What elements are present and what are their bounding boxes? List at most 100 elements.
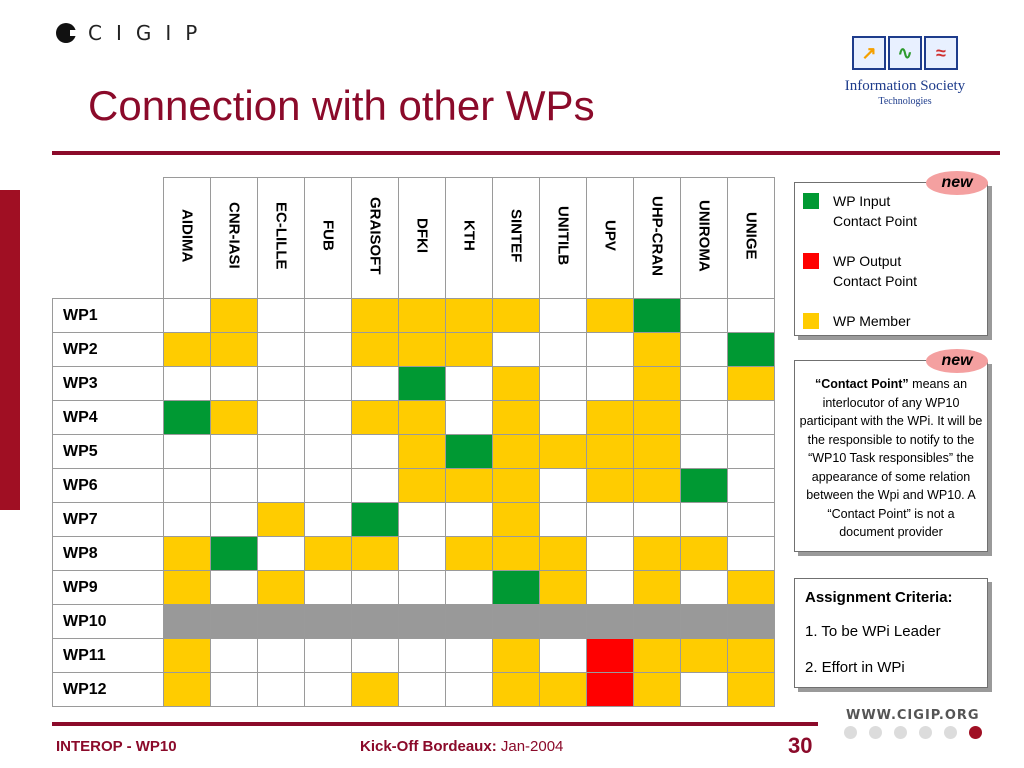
matrix-cell [586,332,634,367]
matrix-cell [351,366,399,401]
column-header: UHP-CRAN [633,177,681,299]
matrix-cell [351,468,399,503]
legend-panel: WP Input Contact Point WP Output Contact P… [794,182,988,336]
dot-icon [894,726,907,739]
matrix-cell [398,366,446,401]
matrix-cell [398,570,446,605]
column-header-label: DFKI [413,218,431,253]
matrix-cell [586,570,634,605]
matrix-cell [539,468,587,503]
dot-icon [919,726,932,739]
matrix-body: WP1 WP2 WP3 WP4 WP5 WP6 WP7 WP8 WP9 WP10 WP11 WP12 [52,298,775,707]
matrix-cell [304,332,352,367]
matrix-cell [492,604,540,639]
matrix-cell [633,298,681,333]
criteria-item-1: 1. To be WPi Leader [805,623,941,640]
matrix-cell [633,468,681,503]
matrix-cell [163,672,211,707]
matrix-cell [633,332,681,367]
dot-active-icon [969,726,982,739]
column-header: KTH [445,177,493,299]
matrix-cell [163,570,211,605]
slide-title: Connection with other WPs [88,82,595,129]
matrix-cell [633,502,681,537]
matrix-cell [586,434,634,469]
matrix-cell [633,434,681,469]
matrix-cell [351,400,399,435]
matrix-cell [445,502,493,537]
matrix-cell [398,604,446,639]
cigip-logo-mark-icon [56,23,80,43]
matrix-cell [257,298,305,333]
matrix-cell [304,604,352,639]
column-header: AIDIMA [163,177,211,299]
dot-icon [944,726,957,739]
matrix-cell [727,638,775,673]
matrix-cell [163,604,211,639]
matrix-cell [680,298,728,333]
matrix-cell [539,570,587,605]
cigip-logo: CIGIP [56,21,211,45]
matrix-cell [539,366,587,401]
matrix-cell [727,400,775,435]
matrix-cell [633,672,681,707]
row-label: WP11 [52,638,164,673]
dot-icon [844,726,857,739]
matrix-cell [586,638,634,673]
matrix-cell [445,332,493,367]
note-bold-lead: “Contact Point” [814,377,909,391]
matrix-cell [492,570,540,605]
footer-date: Jan-2004 [496,738,564,755]
ist-logo-line2: Technologies [878,96,932,107]
matrix-cell [163,400,211,435]
matrix-cell [492,298,540,333]
row-label: WP10 [52,604,164,639]
matrix-cell [257,400,305,435]
new-badge-legend: new [926,171,988,195]
matrix-cell [304,638,352,673]
matrix-cell [351,332,399,367]
matrix-row: WP12 [52,672,775,707]
legend-input-line1: WP Input [833,193,891,209]
legend-member-label: WP Member [833,313,911,329]
matrix-cell [351,536,399,571]
matrix-cell [163,332,211,367]
matrix-cell [351,604,399,639]
matrix-cell [539,604,587,639]
column-header-label: SINTEF [507,208,525,263]
matrix-cell [351,298,399,333]
criteria-item-2: 2. Effort in WPi [805,659,905,676]
matrix-cell [586,400,634,435]
row-label: WP1 [52,298,164,333]
matrix-cell [351,672,399,707]
column-header: DFKI [398,177,446,299]
note-text: means an interlocutor of any WP10 partic… [799,377,983,539]
new-badge-note: new [926,349,988,373]
column-header-label: UNIGE [742,211,760,260]
matrix-cell [492,502,540,537]
matrix-cell [727,468,775,503]
matrix-cell [727,298,775,333]
matrix-cell [351,638,399,673]
matrix-cell [727,366,775,401]
matrix-cell [445,536,493,571]
matrix-cell [586,502,634,537]
column-header: CNR-IASI [210,177,258,299]
matrix-cell [210,604,258,639]
column-header-label: GRAISOFT [366,196,384,275]
row-label: WP4 [52,400,164,435]
column-header: FUB [304,177,352,299]
ist-logo: ↗ ∿ ≈ Information Society Technologies [830,36,980,112]
matrix-cell [680,366,728,401]
matrix-cell [492,638,540,673]
matrix-cell [398,468,446,503]
row-label: WP5 [52,434,164,469]
matrix-row: WP3 [52,366,775,401]
matrix-cell [257,502,305,537]
matrix-cell [445,400,493,435]
matrix-cell [680,332,728,367]
matrix-cell [257,536,305,571]
matrix-cell [210,536,258,571]
matrix-row: WP4 [52,400,775,435]
column-header-label: CNR-IASI [225,202,243,269]
